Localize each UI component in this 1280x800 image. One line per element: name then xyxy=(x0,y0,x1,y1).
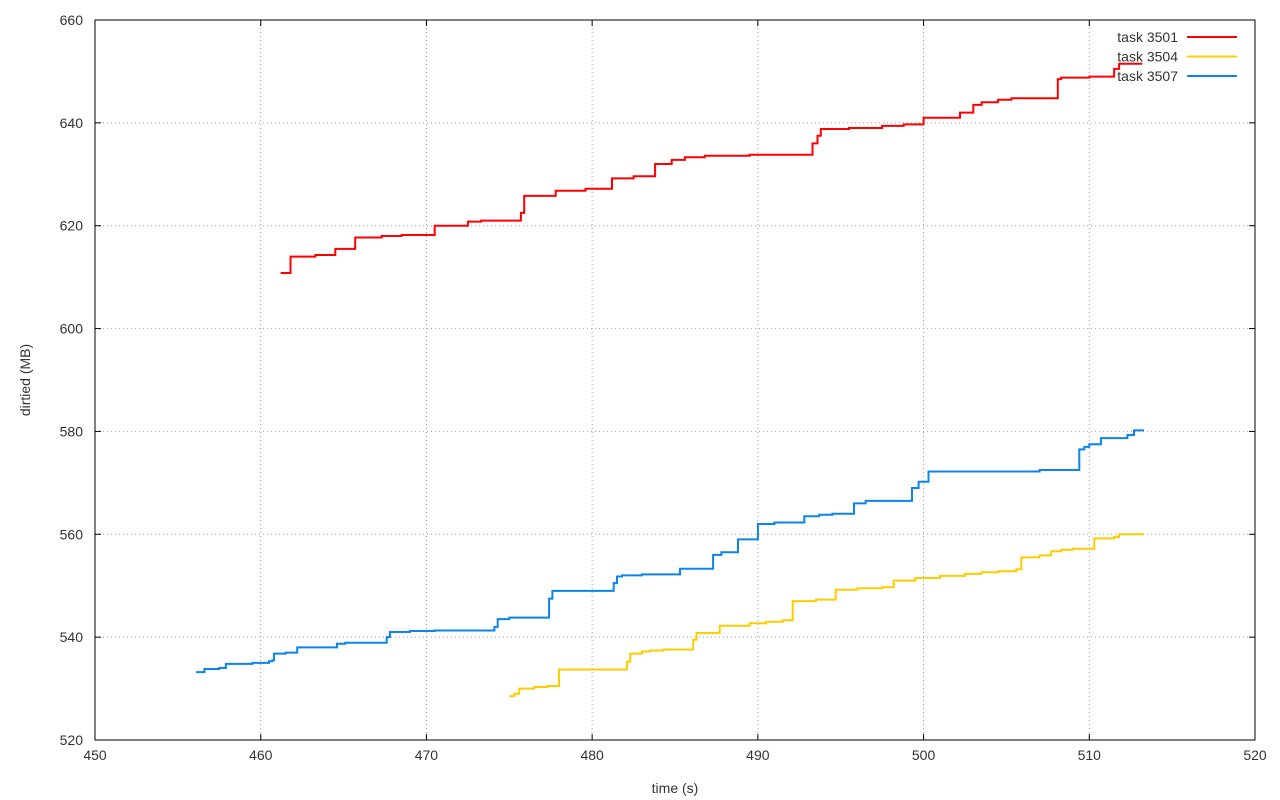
grid-lines xyxy=(95,20,1255,740)
x-tick-label: 510 xyxy=(1078,747,1102,763)
y-tick-label: 640 xyxy=(60,115,84,131)
x-tick-label: 450 xyxy=(83,747,107,763)
plot-frame xyxy=(94,19,1256,741)
y-tick-labels: 520 540 560 580 600 620 640 660 xyxy=(60,12,84,748)
y-tick-label: 600 xyxy=(60,321,84,337)
x-tick-label: 500 xyxy=(912,747,936,763)
x-tick-labels: 450 460 470 480 490 500 510 520 xyxy=(83,747,1267,763)
y-tick-label: 580 xyxy=(60,423,84,439)
y-axis-label: dirtied (MB) xyxy=(17,344,33,416)
y-tick-label: 560 xyxy=(60,526,84,542)
x-tick-label: 460 xyxy=(249,747,273,763)
x-axis-label: time (s) xyxy=(652,780,699,796)
series-line-task-3507 xyxy=(196,429,1144,674)
x-tick-label: 470 xyxy=(415,747,439,763)
y-tick-label: 540 xyxy=(60,629,84,645)
x-tick-label: 490 xyxy=(746,747,770,763)
legend: task 3501 task 3504 task 3507 xyxy=(1117,29,1237,84)
legend-label-task-3501: task 3501 xyxy=(1117,29,1178,45)
y-tick-label: 520 xyxy=(60,732,84,748)
series-lines xyxy=(196,62,1144,698)
tick-marks xyxy=(94,19,1256,741)
legend-label-task-3504: task 3504 xyxy=(1117,49,1178,65)
series-line-task-3504 xyxy=(509,533,1144,698)
y-tick-label: 660 xyxy=(60,12,84,28)
y-tick-label: 620 xyxy=(60,218,84,234)
x-tick-label: 480 xyxy=(580,747,604,763)
x-tick-label: 520 xyxy=(1243,747,1267,763)
legend-label-task-3507: task 3507 xyxy=(1117,68,1178,84)
series-line-task-3501 xyxy=(280,62,1143,274)
